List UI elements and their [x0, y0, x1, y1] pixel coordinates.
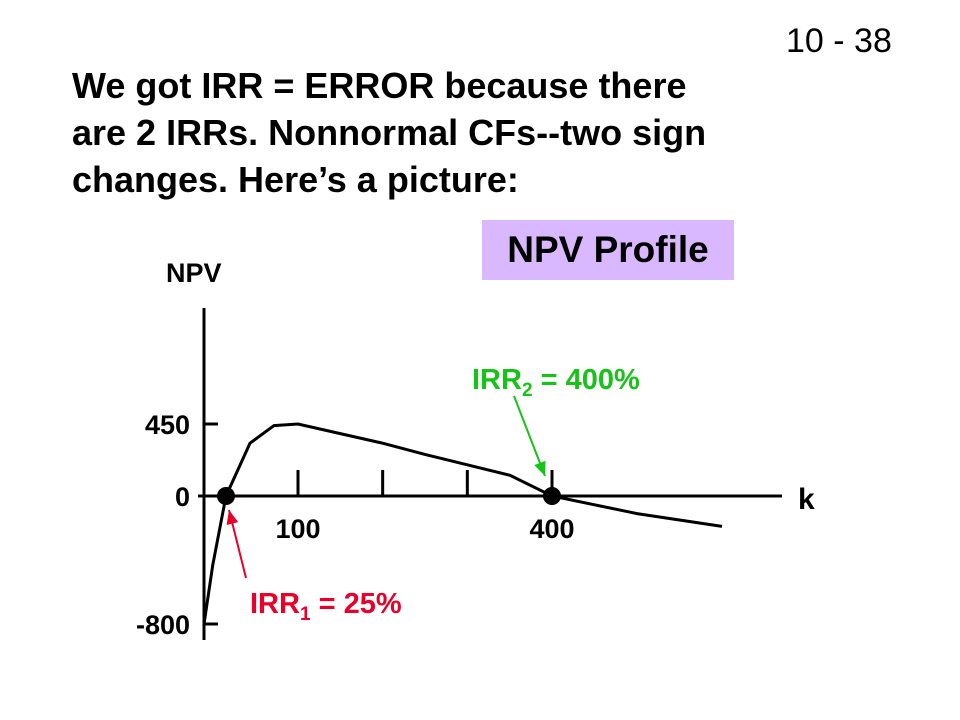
- title-line-3: changes. Here’s a picture:: [72, 159, 519, 200]
- x-tick-label: 400: [529, 514, 574, 544]
- irr-arrowhead: [226, 510, 239, 525]
- irr-label: IRR2 = 400%: [472, 364, 640, 401]
- x-axis-label: k: [798, 483, 815, 516]
- y-tick-label: -800: [136, 610, 190, 640]
- irr-point: [543, 487, 561, 505]
- slide-number: 10 - 38: [786, 22, 892, 60]
- title-line-2: are 2 IRRs. Nonnormal CFs--two sign: [72, 112, 707, 153]
- y-axis-label: NPV: [166, 258, 222, 288]
- x-tick-label: 100: [275, 514, 320, 544]
- npv-profile-label: NPV Profile: [482, 220, 734, 280]
- irr-point: [217, 487, 235, 505]
- title-line-1: We got IRR = ERROR because there: [72, 65, 687, 106]
- y-tick-label: 0: [175, 482, 190, 512]
- irr-arrow: [513, 395, 546, 477]
- slide-title: We got IRR = ERROR because there are 2 I…: [72, 62, 892, 203]
- y-tick-label: 450: [145, 410, 190, 440]
- irr-label: IRR1 = 25%: [250, 588, 402, 625]
- irr-arrowhead: [534, 460, 546, 476]
